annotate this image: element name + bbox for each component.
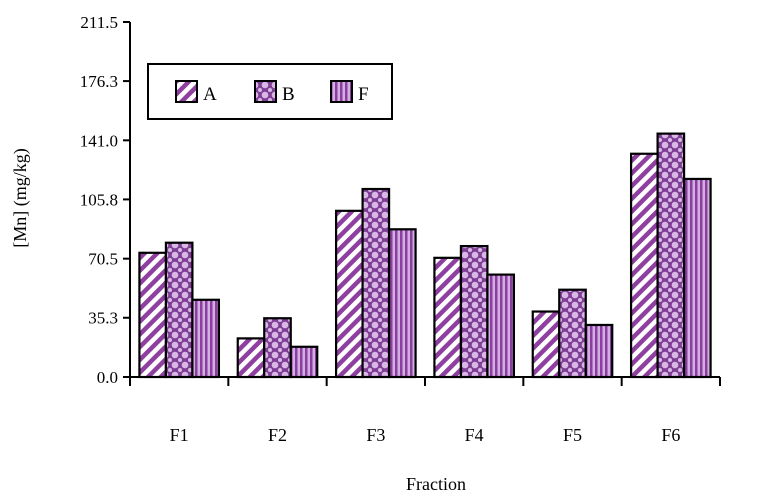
bar-b-f3 <box>361 187 391 379</box>
y-tick-label: 105.8 <box>80 190 118 209</box>
bar-a-f4 <box>433 256 463 379</box>
x-tick-label: F3 <box>366 425 385 445</box>
legend-label-b: B <box>282 84 295 105</box>
bar-a-f5 <box>531 310 561 379</box>
bar-f-f3 <box>387 228 417 379</box>
legend-swatch-a <box>175 80 198 103</box>
legend-label-a: A <box>203 84 217 105</box>
bar-b-f4 <box>459 244 489 379</box>
bar-f-f4 <box>486 273 516 379</box>
y-axis: 0.0 35.3 70.5 105.8 141.0 176.3 211.5 <box>80 13 131 387</box>
bar-b-f2 <box>263 317 292 379</box>
y-tick-label: 141.0 <box>80 131 118 150</box>
bar-a-f1 <box>138 251 168 379</box>
y-tick-label: 211.5 <box>80 13 118 32</box>
bar-f-f1 <box>191 298 221 379</box>
legend-swatch-b <box>254 80 277 103</box>
bar-f-f6 <box>682 177 712 379</box>
x-tick-label: F1 <box>170 425 189 445</box>
bar-a-f6 <box>629 152 659 379</box>
bar-b-f5 <box>558 288 587 379</box>
y-tick-label: 35.3 <box>88 309 118 328</box>
bar-f-f5 <box>584 323 614 379</box>
y-axis-title: [Mn] (mg/kg) <box>10 148 31 247</box>
category-labels: F1 F2 F3 F4 F5 F6 <box>170 425 681 445</box>
legend-swatch-f <box>330 80 353 103</box>
bar-f-f2 <box>289 345 319 379</box>
legend-label-f: F <box>358 84 369 105</box>
x-tick-label: F4 <box>465 425 484 445</box>
bar-a-f2 <box>236 337 266 379</box>
x-axis-title: Fraction <box>406 474 466 494</box>
bar-b-f1 <box>164 241 194 379</box>
bar-b-f6 <box>656 132 686 379</box>
bar-a-f3 <box>334 209 364 379</box>
x-tick-label: F5 <box>563 425 582 445</box>
y-tick-label: 70.5 <box>88 250 118 269</box>
y-tick-label: 176.3 <box>80 72 118 91</box>
x-axis <box>129 376 721 386</box>
bars <box>138 132 712 379</box>
x-tick-label: F6 <box>661 425 680 445</box>
y-tick-label: 0.0 <box>97 368 118 387</box>
x-tick-label: F2 <box>268 425 287 445</box>
